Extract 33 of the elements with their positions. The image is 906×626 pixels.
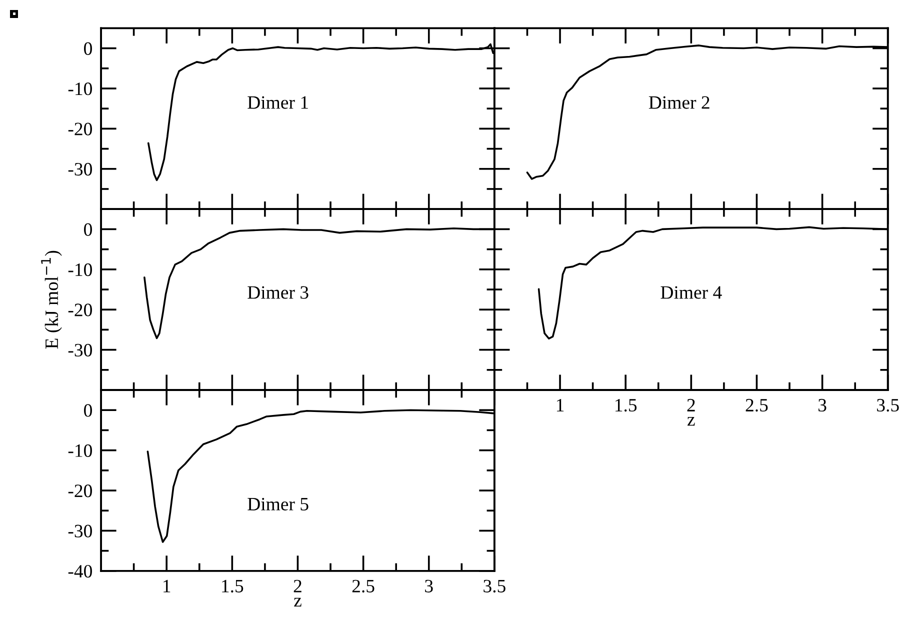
annotation: Dimer 2 (648, 96, 710, 109)
x-tick-label: 2 (687, 398, 695, 412)
x-tick-label: 1.5 (222, 580, 244, 593)
y-tick-label: -30 (68, 162, 92, 176)
x-tick-label: 1.5 (616, 398, 637, 412)
y-tick-label: -10 (68, 263, 92, 276)
y-tick-label: -30 (68, 344, 92, 356)
x-tick-label: 2.5 (746, 398, 768, 412)
x-tick-label: 1 (556, 398, 564, 412)
x-tick-label: 3 (425, 580, 433, 592)
x-tick-label: 2 (294, 580, 302, 592)
x-tick-label: 1 (164, 580, 170, 592)
x-axis-title: z (688, 416, 695, 426)
y-tick-label: 0 (84, 42, 92, 55)
y-axis-title: E (kJ mol$^{−1}$) (41, 250, 62, 349)
y-tick-label: -30 (68, 524, 92, 538)
annotation: Dimer 5 (248, 498, 308, 510)
y-tick-label: 0 (84, 404, 92, 417)
annotation: Dimer 1 (248, 96, 308, 109)
annotation: Dimer 3 (248, 286, 308, 299)
x-tick-label: 3.5 (484, 580, 506, 593)
x-tick-label: 3.5 (877, 398, 899, 412)
y-tick-label: 0 (84, 223, 92, 236)
y-tick-label: -20 (68, 484, 92, 498)
y-tick-label: -10 (68, 444, 92, 457)
y-tick-label: -20 (68, 304, 92, 316)
x-tick-label: 3 (818, 398, 826, 412)
annotation: Dimer 4 (660, 286, 722, 299)
y-tick-label: -20 (68, 122, 92, 136)
x-tick-label: 2.5 (352, 580, 374, 593)
y-tick-label: -40 (68, 564, 92, 578)
y-tick-label: -10 (68, 82, 92, 96)
x-axis-title: z (294, 598, 302, 606)
